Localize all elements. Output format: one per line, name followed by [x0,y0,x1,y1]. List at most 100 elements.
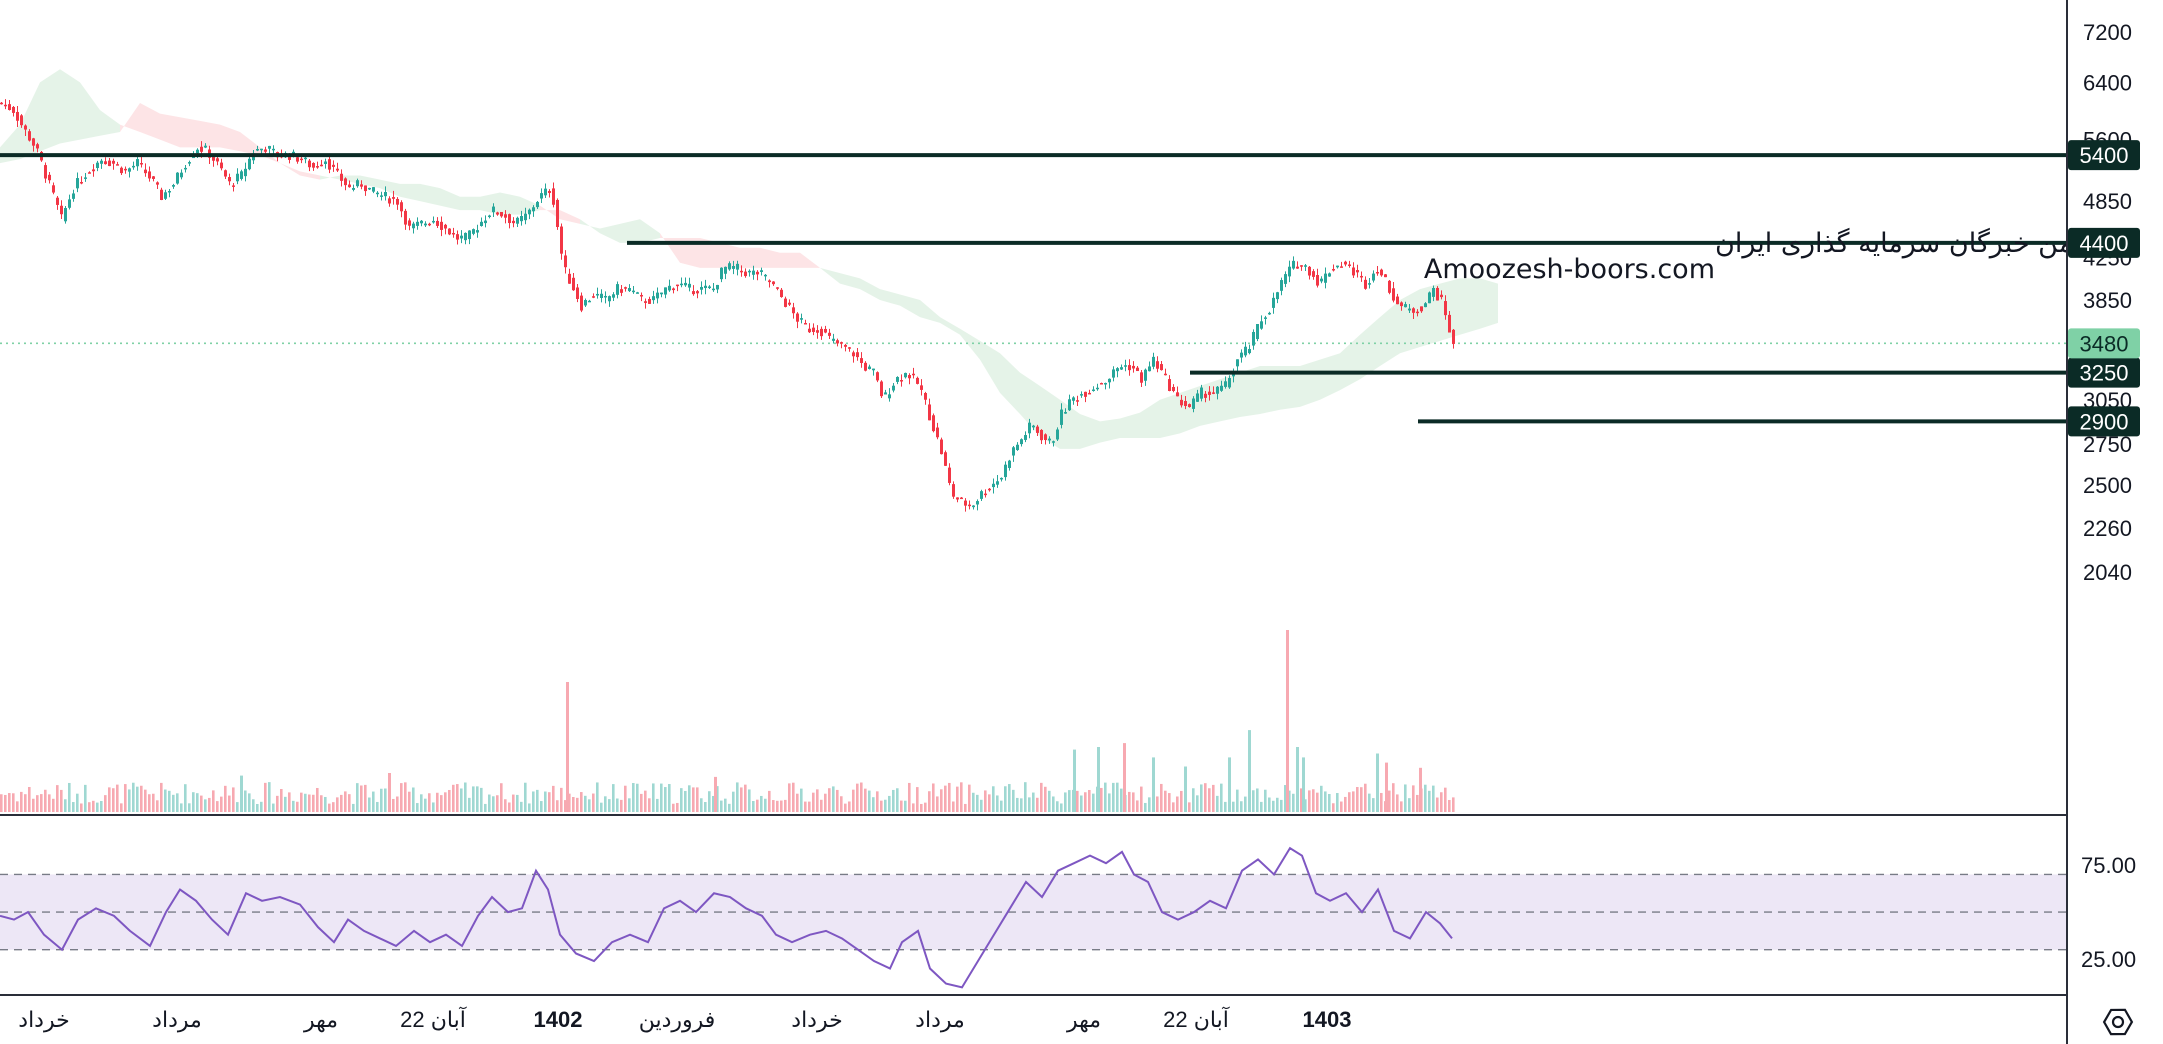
candle-body [1388,280,1391,293]
candle-body [652,296,655,301]
candle-body [532,207,535,212]
candle-body [20,115,23,126]
volume-bar [720,800,723,812]
candle-body [624,287,627,289]
candle-body [528,209,531,215]
volume-bar [1000,800,1003,812]
volume-bar [116,784,119,812]
price-axis[interactable]: 7200640056004850425038503050275025002260… [2083,20,2132,585]
volume-bar [568,793,571,812]
volume-spike [1248,730,1251,812]
volume-bar [300,792,303,812]
candle-body [844,344,847,347]
volume-bar [244,790,247,812]
volume-bar [1360,787,1363,812]
candle-body [44,165,47,179]
candle-body [336,168,339,171]
candle-body [316,166,319,168]
candle-body [1364,279,1367,289]
candle-body [1240,352,1243,358]
settings-hexagon-icon[interactable] [2101,1004,2136,1040]
candle-body [36,144,39,149]
candle-body [1164,373,1167,376]
candle-body [772,281,775,285]
candle-body [920,385,923,390]
candle-body [572,277,575,291]
candle-body [220,162,223,169]
candle-body [432,220,435,223]
volume-bar [956,786,959,812]
rsi-line [0,846,1453,989]
volume-bar [716,786,719,812]
candle-body [1092,389,1095,392]
volume-bar [460,788,463,812]
volume-bar [728,803,731,812]
cloud-segment [540,205,560,220]
volume-bar [1220,783,1223,812]
cloud-segment [880,289,900,306]
support-resistance-levels[interactable] [0,153,2067,424]
volume-bar [104,795,107,812]
candle-body [992,483,995,488]
candle-body [1108,378,1111,383]
candle-body [1124,365,1127,367]
candle-body [192,156,195,159]
candle-body [888,394,891,399]
candle-body [1320,278,1323,282]
volume-bar [1160,783,1163,812]
candle-body [744,271,747,277]
candle-body [388,198,391,204]
volume-bar [284,796,287,812]
time-axis[interactable]: خرداد مرداد مهر 22 آبان 1402 فروردین خرداد مردا… [18,1006,1351,1032]
candle-body [508,214,511,224]
volume-bar [1076,790,1079,812]
rsi-indicator: 75.00 25.00 [0,846,2136,989]
candle-body [1260,321,1263,329]
candle-body [1032,425,1035,428]
candle-body [900,380,903,382]
volume-spike [388,773,391,812]
volume-bar [632,783,635,812]
level-price-tag [2068,140,2140,171]
volume-bar [1232,801,1235,812]
candle-body [1056,429,1059,440]
volume-bar [540,801,543,812]
volume-bar [980,799,983,812]
candle-body [812,327,815,332]
candle-body [424,223,427,226]
candle-body [732,266,735,269]
candle-body [1244,346,1247,356]
candle-body [244,168,247,177]
candle-body [112,160,115,164]
volume-bar [232,787,235,812]
volume-bar [1028,797,1031,812]
candle-body [296,157,299,162]
volume-bar [1268,797,1271,812]
volume-bar [68,782,71,812]
candle-body [480,221,483,227]
candle-body [1052,441,1055,443]
volume-bar [588,799,591,812]
volume-bar [432,802,435,812]
volume-bar [828,788,831,812]
candle-body [908,375,911,379]
candle-body [620,289,623,293]
candle-body [980,491,983,499]
candle-body [956,497,959,500]
candle-body [1012,447,1015,456]
volume-bar [1176,796,1179,812]
candle-body [752,270,755,275]
cloud-segment [660,233,680,263]
volume-bar [884,799,887,812]
candle-body [832,338,835,341]
candle-body [196,149,199,154]
volume-bar [1140,786,1143,812]
volume-bar [392,798,395,812]
volume-bar [144,789,147,812]
candle-body [104,161,107,165]
candle-body [396,198,399,205]
candle-body [1132,365,1135,369]
candle-body [520,215,523,222]
volume-bar [876,791,879,812]
